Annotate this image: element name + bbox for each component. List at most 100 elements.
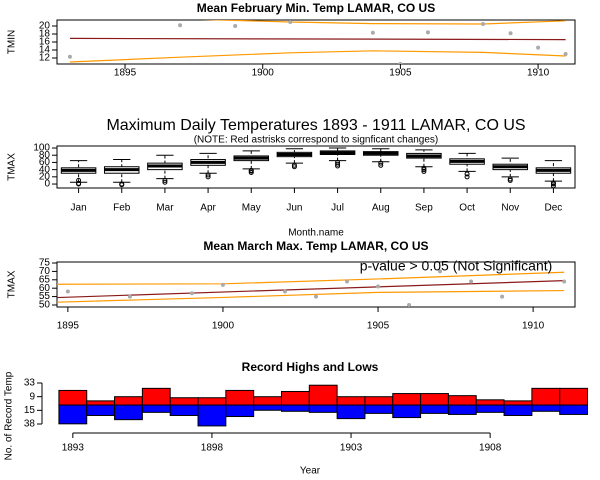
bar: [475, 399, 505, 406]
bar: [86, 404, 116, 416]
chart-subtitle: (NOTE: Red astrisks correspond to signfi…: [194, 135, 439, 146]
data-point: [233, 24, 238, 28]
data-point: [189, 291, 194, 296]
x-tick-label: 1910: [527, 68, 550, 79]
data-point: [178, 23, 183, 28]
bar: [253, 396, 282, 406]
x-tick-label: Feb: [113, 203, 131, 214]
bar: [420, 393, 449, 406]
y-tick-label: 33: [24, 378, 36, 389]
x-tick-label: Dec: [545, 203, 563, 214]
data-point: [425, 30, 430, 35]
data-point: [282, 289, 287, 294]
data-point: [314, 294, 318, 299]
bar: [308, 404, 338, 413]
x-tick-label: Sep: [415, 203, 433, 214]
outlier: [76, 180, 82, 186]
bar: [141, 404, 171, 413]
fit-line: [57, 271, 565, 285]
y-tick-label: 100: [33, 143, 50, 154]
fit-line: [69, 50, 566, 63]
x-tick-label: Aug: [372, 203, 390, 214]
y-tick-label: 12: [39, 53, 51, 64]
x-axis-label: Year: [300, 466, 321, 477]
bar: [225, 389, 255, 406]
bar: [86, 400, 116, 406]
plot-area: [57, 269, 567, 307]
outlier: [507, 176, 513, 182]
x-axis-label: Month.name: [288, 228, 344, 239]
bar: [141, 387, 171, 406]
chart-title: Maximum Daily Temperatures 1893 - 1911 L…: [106, 117, 525, 134]
outlier: [335, 161, 341, 167]
y-tick-label: 38: [24, 419, 36, 430]
outlier: [378, 160, 384, 166]
data-point: [398, 62, 403, 64]
bar: [559, 387, 589, 406]
outlier: [162, 177, 168, 183]
x-tick-label: Mar: [156, 203, 174, 214]
y-tick-label: 20: [39, 21, 51, 32]
plot-frame: [56, 145, 576, 189]
x-tick-label: 1908: [479, 443, 502, 454]
x-tick-label: Apr: [200, 203, 216, 214]
x-tick-label: 1905: [389, 68, 412, 79]
x-tick-label: 1905: [367, 321, 390, 332]
x-tick-label: 1895: [57, 321, 80, 332]
x-tick-label: Nov: [501, 203, 519, 214]
x-tick-label: Oct: [459, 203, 475, 214]
y-tick-label: 18: [39, 29, 51, 40]
x-tick-label: 1900: [252, 68, 275, 79]
data-point: [536, 45, 541, 50]
outlier: [248, 167, 254, 173]
data-point: [288, 20, 293, 24]
bar: [197, 397, 227, 406]
y-axis-label: TMIN: [7, 30, 18, 54]
bar: [475, 404, 505, 413]
y-axis-label: No. of Record Temp: [4, 371, 15, 460]
x-tick-label: 1903: [340, 443, 363, 454]
bar: [197, 404, 227, 427]
bar: [447, 395, 477, 406]
bar: [114, 404, 143, 421]
data-point: [345, 279, 350, 284]
bar: [420, 404, 449, 414]
bar: [58, 404, 88, 425]
chart-title: Mean February Min. Temp LAMAR, CO US: [197, 1, 435, 15]
outlier: [464, 174, 470, 180]
x-tick-label: 1893: [62, 443, 85, 454]
y-tick-label: 9: [29, 391, 35, 402]
bar: [280, 404, 310, 412]
bar: [58, 389, 88, 406]
chart-title: Record Highs and Lows: [242, 360, 379, 374]
data-point: [438, 269, 443, 274]
outlier: [378, 162, 384, 168]
x-tick-label: Jul: [331, 203, 344, 214]
data-point: [508, 31, 513, 36]
fit-line: [57, 289, 565, 303]
data-point: [65, 289, 70, 294]
bar: [531, 404, 561, 412]
bar: [559, 404, 589, 415]
y-tick-label: 14: [39, 45, 51, 56]
y-axis-label: TMAX: [7, 153, 18, 181]
y-tick-label: 70: [39, 266, 51, 277]
y-tick-label: 60: [39, 283, 51, 294]
y-tick-label: 50: [39, 300, 51, 311]
x-tick-label: May: [242, 203, 261, 214]
bar: [308, 384, 338, 406]
y-tick-label: 55: [39, 291, 51, 302]
data-point: [407, 302, 412, 307]
x-tick-label: 1895: [114, 68, 137, 79]
bar: [225, 404, 255, 418]
data-point: [500, 294, 505, 299]
fit-line: [69, 37, 566, 41]
outlier: [205, 174, 211, 180]
bar: [280, 390, 310, 406]
outlier: [162, 179, 168, 185]
x-tick-label: 1898: [201, 443, 224, 454]
y-tick-label: 65: [39, 274, 51, 285]
data-point: [370, 30, 375, 35]
bar: [503, 404, 533, 416]
